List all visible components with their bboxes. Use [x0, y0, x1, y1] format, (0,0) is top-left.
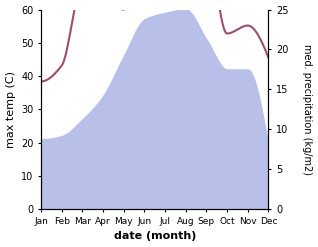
Y-axis label: max temp (C): max temp (C) — [5, 71, 16, 148]
Y-axis label: med. precipitation (kg/m2): med. precipitation (kg/m2) — [302, 44, 313, 175]
X-axis label: date (month): date (month) — [114, 231, 196, 242]
